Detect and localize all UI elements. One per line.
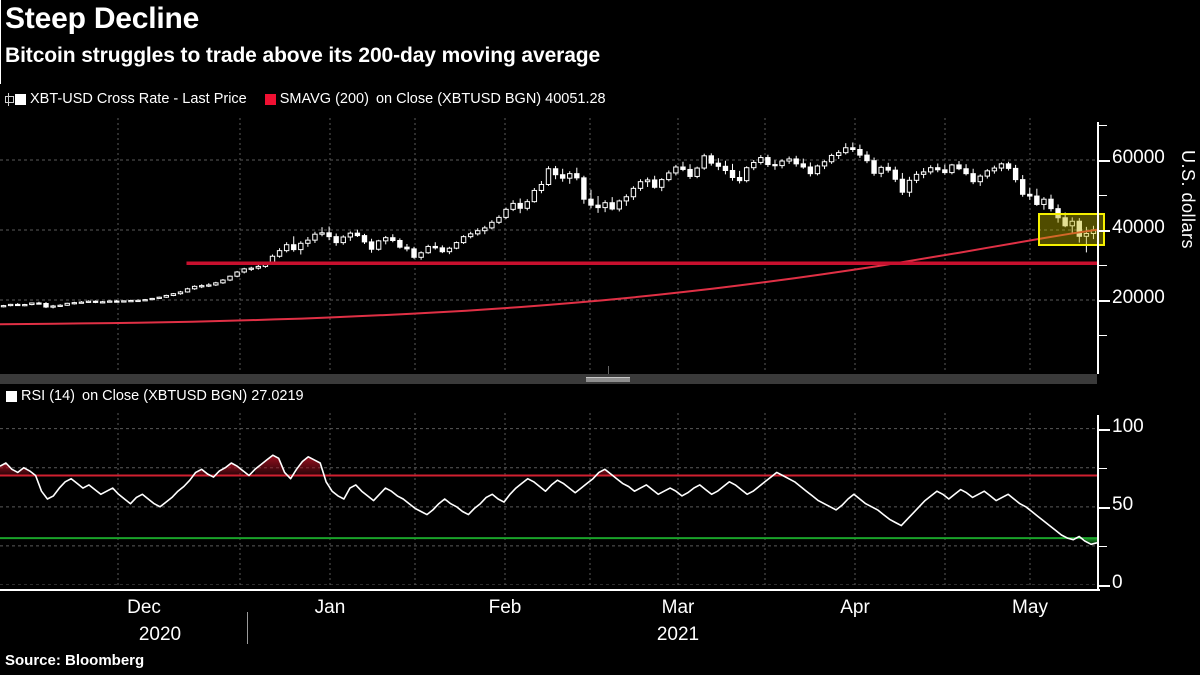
price-y-tick-label: 20000 xyxy=(1112,287,1165,308)
legend-detail-smavg: on Close (XBTUSD BGN) 40051.28 xyxy=(375,91,606,107)
x-tick-group xyxy=(0,0,1200,84)
price-legend: XBT-USD Cross Rate - Last Price SMAVG (2… xyxy=(4,91,624,107)
rsi-y-axis xyxy=(1097,415,1099,590)
x-axis-line xyxy=(0,589,1100,591)
x-tick xyxy=(0,21,1,28)
rsi-y-tick-label: 50 xyxy=(1112,493,1134,515)
rsi-chart-panel[interactable] xyxy=(0,413,1097,585)
rsi-y-tick-label: 100 xyxy=(1112,415,1144,437)
x-tick xyxy=(0,77,1,84)
rsi-y-tick xyxy=(1099,506,1110,509)
pane-divider-handle[interactable] xyxy=(586,377,630,382)
legend-swatch-smavg xyxy=(264,93,276,105)
price-y-minor-tick xyxy=(1099,265,1107,266)
x-tick xyxy=(0,56,1,63)
page-subtitle: Bitcoin struggles to trade above its 200… xyxy=(5,44,601,67)
x-tick xyxy=(0,35,1,42)
price-y-minor-tick xyxy=(1099,335,1107,336)
x-tick xyxy=(0,63,1,70)
last-price-highlight-box xyxy=(1038,212,1105,247)
x-axis-month-label: Apr xyxy=(840,597,870,618)
legend-item-price[interactable]: XBT-USD Cross Rate - Last Price xyxy=(4,91,247,107)
price-y-axis xyxy=(1097,122,1099,374)
rsi-y-minor-tick xyxy=(1099,545,1107,547)
x-axis-year-label: 2021 xyxy=(656,624,700,645)
x-axis-month-label: Dec xyxy=(127,597,161,618)
legend-item-rsi[interactable]: RSI (14) on Close (XBTUSD BGN) 27.0219 xyxy=(6,388,304,404)
price-y-tick xyxy=(1099,160,1110,162)
source-footer: Source: Bloomberg xyxy=(5,652,145,669)
legend-detail-rsi: on Close (XBTUSD BGN) 27.0219 xyxy=(82,388,304,404)
x-tick xyxy=(0,28,1,35)
divider-tickmark xyxy=(608,366,609,374)
price-y-tick-label: 60000 xyxy=(1112,147,1165,168)
price-y-tick-label: 40000 xyxy=(1112,217,1165,238)
price-y-tick xyxy=(1099,230,1110,232)
x-axis-month-label: Mar xyxy=(661,597,695,618)
x-tick xyxy=(0,42,1,49)
legend-swatch-rsi xyxy=(6,390,17,402)
x-tick xyxy=(0,14,1,21)
legend-item-smavg[interactable]: SMAVG (200) on Close (XBTUSD BGN) 40051.… xyxy=(264,91,606,107)
rsi-y-tick xyxy=(1099,585,1110,587)
x-axis-year-label: 2020 xyxy=(138,624,182,645)
rsi-chart-svg xyxy=(0,413,1097,585)
pane-divider[interactable] xyxy=(0,374,1097,384)
price-y-tick xyxy=(1099,300,1110,302)
header: Steep Decline Bitcoin struggles to trade… xyxy=(0,0,1200,88)
price-chart-svg xyxy=(0,118,1097,370)
legend-swatch-price xyxy=(15,93,26,105)
x-axis-year-separator xyxy=(247,612,248,644)
rsi-y-minor-tick xyxy=(1099,467,1107,469)
rsi-y-tick-label: 0 xyxy=(1112,572,1123,593)
x-tick xyxy=(0,0,1,7)
price-chart-panel[interactable] xyxy=(0,118,1097,370)
x-axis-month-label: Feb xyxy=(488,597,522,618)
x-tick xyxy=(0,70,1,77)
page-title: Steep Decline xyxy=(5,2,200,35)
rsi-legend: RSI (14) on Close (XBTUSD BGN) 27.0219 xyxy=(6,388,322,404)
price-axis-title: U.S. dollars xyxy=(1178,150,1198,250)
candlestick-icon xyxy=(4,92,14,106)
x-axis-month-label: Jan xyxy=(314,597,346,618)
price-y-minor-tick xyxy=(1099,125,1107,126)
legend-label-rsi: RSI (14) xyxy=(21,388,75,404)
price-y-minor-tick xyxy=(1099,195,1107,196)
legend-label-smavg: SMAVG (200) xyxy=(279,91,369,107)
x-tick xyxy=(0,7,1,14)
rsi-y-tick xyxy=(1099,428,1110,431)
x-axis-month-label: May xyxy=(1012,597,1048,618)
x-tick xyxy=(0,49,1,56)
legend-label-price: XBT-USD Cross Rate - Last Price xyxy=(30,91,247,107)
